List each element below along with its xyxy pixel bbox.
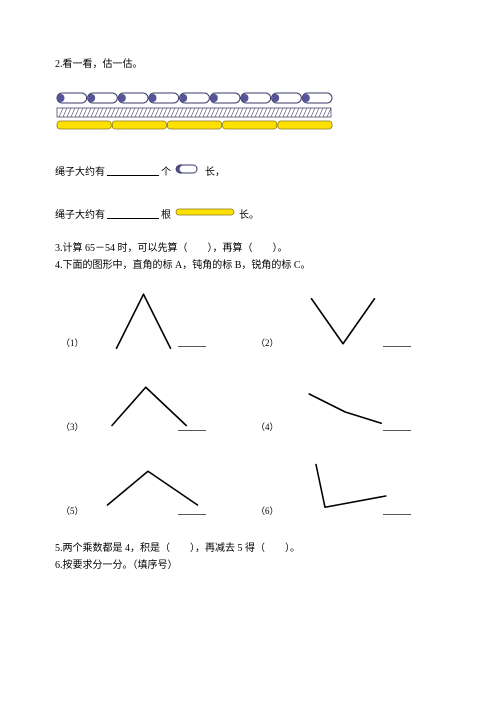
q2-fill1-suffix1: 个 [161,163,171,178]
q2-figure-svg [55,92,335,132]
angle-answer-blank[interactable] [383,345,411,347]
angle-label: （3） [61,420,84,433]
q4-text: 4.下面的图形中，直角的标 A，钝角的标 B，锐角的标 C。 [55,256,445,271]
chain-row [57,93,332,103]
q6-text: 6.按要求分一分。（填序号） [55,556,445,571]
q2-fill2-prefix: 绳子大约有 [55,206,105,221]
angle-answer-blank[interactable] [383,513,411,515]
angle-label: （4） [256,420,279,433]
angle-answer-blank[interactable] [178,513,206,515]
q2-title: 2.看一看，估一估。 [55,55,445,70]
paperclip-icon [175,163,201,178]
q2-fill2-mid: 根 [161,206,171,221]
hatch-strip [57,108,331,117]
angle-cell: （1） [55,283,250,355]
angle-label: （2） [256,336,279,349]
q2-fill-1: 绳子大约有 个 长， [55,163,445,178]
angle-cell: （2） [250,283,445,355]
yellow-bar [57,121,332,129]
q4-grid: （1） （2） （3） （4） （5） （6） [55,283,445,523]
q2-fill1-prefix: 绳子大约有 [55,163,105,178]
q2-figure [55,92,445,135]
q3-text: 3.计算 65－54 时，可以先算（ ），再算（ ）。 [55,239,445,254]
angle-answer-blank[interactable] [383,429,411,431]
angle-cell: （5） [55,451,250,523]
angle-answer-blank[interactable] [178,429,206,431]
angle-cell: （4） [250,367,445,439]
blank-2[interactable] [107,208,159,219]
q2-fill1-suffix2: 长， [205,163,225,178]
angle-label: （6） [256,504,279,517]
angle-label: （5） [61,504,84,517]
angle-cell: （3） [55,367,250,439]
q2-fill2-suffix: 长。 [239,206,259,221]
yellow-stick-icon [175,208,235,219]
q2-fill-2: 绳子大约有 根 长。 [55,206,445,221]
q5-text: 5.两个乘数都是 4，积是（ ），再减去 5 得（ ）。 [55,539,445,554]
angle-cell: （6） [250,451,445,523]
blank-1[interactable] [107,165,159,176]
angle-label: （1） [61,336,84,349]
angle-answer-blank[interactable] [178,345,206,347]
